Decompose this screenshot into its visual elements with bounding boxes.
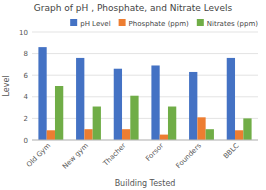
grid-line (32, 53, 258, 54)
y-tick-label: 10 (19, 29, 28, 37)
bar (84, 129, 92, 140)
bar (206, 129, 214, 140)
bar (189, 72, 197, 140)
bar (47, 130, 55, 140)
x-tick-label: New gym (61, 142, 90, 171)
legend-swatch (70, 19, 77, 26)
bar (227, 58, 235, 140)
y-axis-label: Level (2, 75, 11, 96)
bar (130, 96, 138, 140)
y-tick-label: 2 (24, 115, 28, 123)
x-tick-label: Forsor (144, 142, 165, 163)
y-tick-label: 0 (24, 137, 28, 145)
x-tick-label: Thacher (101, 142, 128, 169)
bar (243, 118, 251, 140)
legend: pH Level Phosphate (ppm) Nitrates (ppm) (70, 19, 258, 28)
x-tick-label: Old Gym (25, 142, 52, 169)
legend-swatch (197, 19, 204, 26)
bar (197, 117, 205, 140)
y-tick-label: 8 (24, 50, 28, 58)
legend-label: pH Level (80, 20, 110, 28)
bar (55, 86, 63, 140)
y-tick-label: 6 (24, 72, 29, 80)
bar (114, 69, 122, 140)
bar (76, 58, 84, 140)
grid-line (32, 96, 258, 97)
legend-label: Nitrates (ppm) (207, 20, 258, 28)
grid-line (32, 32, 258, 33)
y-tick-label: 4 (24, 93, 29, 101)
x-tick-label: Founders (174, 142, 203, 171)
legend-swatch (119, 19, 126, 26)
bar (122, 129, 130, 140)
x-axis-label: Building Tested (115, 179, 176, 188)
bar (160, 135, 168, 140)
chart: 0 2 4 6 8 10 Old Gym New gym Thacher Forsor Founde… (0, 0, 266, 190)
bar (93, 107, 101, 140)
x-tick-label: BBLC (222, 142, 241, 161)
bar (168, 107, 176, 140)
legend-label: Phosphate (ppm) (129, 20, 189, 28)
bar (235, 130, 243, 140)
bars (38, 47, 251, 140)
bar (38, 47, 46, 140)
bar (151, 65, 159, 140)
grid-line (32, 140, 258, 141)
grid-line (32, 75, 258, 76)
x-axis-line (32, 140, 258, 141)
title: Graph of pH , Phosphate, and Nitrate Lev… (34, 3, 233, 13)
grid-line (32, 118, 258, 119)
